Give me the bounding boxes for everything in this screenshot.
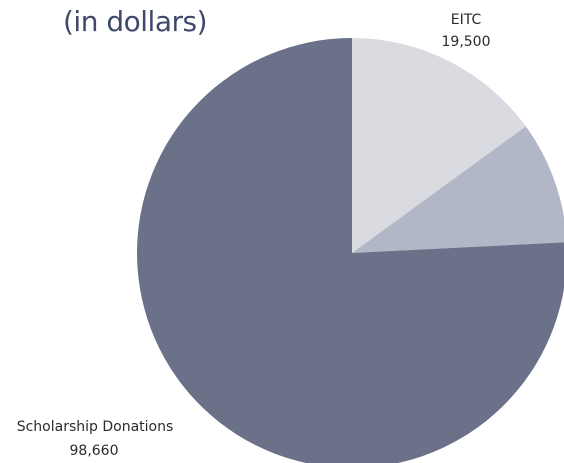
chart-title: (in dollars): [63, 5, 207, 38]
pie-slice-eitc: [352, 38, 526, 253]
slice-value-scholarship-donations: 98,660: [70, 443, 119, 459]
slice-label-eitc: EITC: [451, 12, 482, 28]
slice-value-eitc: 19,500: [442, 34, 491, 50]
slice-label-scholarship-donations: Scholarship Donations: [17, 419, 174, 435]
pie-slice-scholarship-donations: [137, 38, 564, 463]
pie-slices: [137, 38, 564, 463]
pie-slice-slice-2: [352, 126, 564, 253]
